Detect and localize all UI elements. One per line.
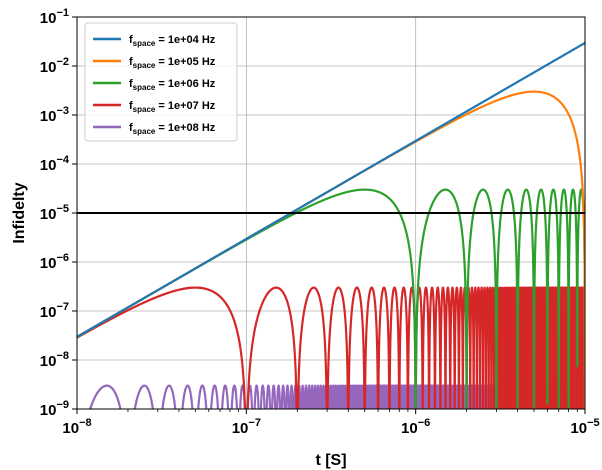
x-tick-label: 10−8	[62, 417, 91, 437]
x-axis-label: t [S]	[315, 452, 346, 469]
x-tick-label: 10−7	[232, 417, 261, 437]
y-tick-label: 10−6	[40, 252, 69, 272]
legend: fspace = 1e+04 Hz fspace = 1e+05 Hz fspace…	[84, 22, 238, 142]
legend-entry: fspace = 1e+04 Hz	[93, 34, 216, 48]
y-axis-label: Infidelty	[11, 182, 28, 243]
y-tick-label: 10−7	[40, 301, 69, 321]
ticks: 10−8 10−7 10−6 10−510−910−810−710−610−510−4…	[40, 7, 600, 437]
y-tick-label: 10−9	[40, 399, 69, 419]
legend-label: fspace = 1e+05 Hz	[129, 56, 216, 70]
series-line-1e4	[77, 41, 585, 338]
legend-label: fspace = 1e+07 Hz	[129, 100, 216, 114]
x-tick-label: 10−6	[401, 417, 430, 437]
legend-label: fspace = 1e+04 Hz	[129, 34, 216, 48]
y-tick-label: 10−8	[40, 350, 69, 370]
y-tick-label: 10−1	[40, 7, 69, 27]
y-tick-label: 10−2	[40, 56, 69, 76]
legend-entry: fspace = 1e+08 Hz	[93, 122, 216, 136]
y-tick-label: 10−3	[40, 105, 69, 125]
series-line-1e7	[77, 286, 585, 409]
y-tick-label: 10−4	[40, 154, 70, 174]
legend-label: fspace = 1e+08 Hz	[129, 122, 216, 136]
legend-label: fspace = 1e+06 Hz	[129, 78, 216, 92]
legend-box	[84, 22, 238, 142]
x-tick-label: 10−5	[570, 417, 599, 437]
series-layer	[77, 41, 585, 409]
legend-entry: fspace = 1e+06 Hz	[93, 78, 216, 92]
legend-entry: fspace = 1e+05 Hz	[93, 56, 216, 70]
legend-entry: fspace = 1e+07 Hz	[93, 100, 216, 114]
y-tick-label: 10−5	[40, 203, 69, 223]
